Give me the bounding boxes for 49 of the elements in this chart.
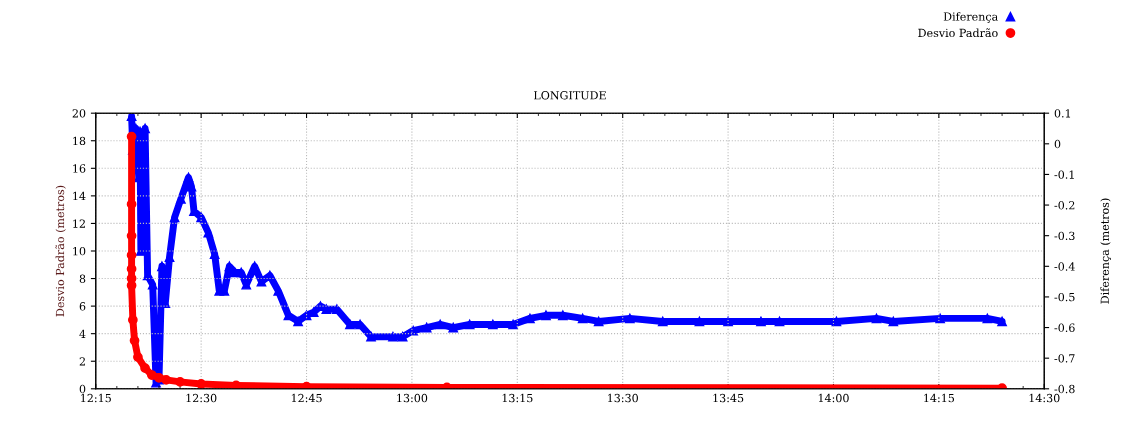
y2-tick-label: -0.1 xyxy=(1054,170,1074,179)
y-tick-label: 16 xyxy=(73,164,86,173)
x-tick-label: 13:30 xyxy=(608,393,638,403)
y-tick-label: 0 xyxy=(79,384,86,394)
x-tick-label: 12:30 xyxy=(186,393,217,403)
point xyxy=(231,380,241,389)
point xyxy=(442,382,452,389)
point xyxy=(126,131,137,142)
y-tick-label: 20 xyxy=(72,109,86,118)
point xyxy=(146,370,157,380)
x-tick-label: 12:45 xyxy=(291,393,322,403)
y-tick-label: 6 xyxy=(79,302,86,311)
x-tick-label: 14:15 xyxy=(924,393,955,403)
point xyxy=(126,199,137,209)
y-tick-label: 18 xyxy=(73,136,86,146)
x-tick-label: 13:45 xyxy=(713,393,744,403)
x-tick-label: 13:00 xyxy=(397,393,428,403)
chart-title: LONGITUDE xyxy=(533,91,606,100)
point xyxy=(126,264,137,274)
y-tick-label: 14 xyxy=(73,191,86,201)
y2-tick-label: -0.6 xyxy=(1054,323,1075,332)
point xyxy=(129,335,140,346)
y-tick-label: 10 xyxy=(73,246,86,256)
point xyxy=(127,315,138,325)
point xyxy=(126,250,137,260)
y2-tick-label: -0.3 xyxy=(1054,231,1075,241)
y2-tick-label: -0.2 xyxy=(1054,201,1075,210)
x-tick-label: 12:15 xyxy=(81,393,111,403)
x-tick-label: 14:00 xyxy=(818,393,849,403)
y2-tick-label: -0.5 xyxy=(1054,292,1075,302)
point xyxy=(140,363,150,373)
y2-tick-label: -0.8 xyxy=(1054,384,1075,394)
y-tick-label: 12 xyxy=(73,219,85,228)
x-tick-label: 14:30 xyxy=(1029,393,1060,403)
point xyxy=(301,381,312,389)
y2-axis-title: Diferença (metros) xyxy=(1100,198,1111,304)
legend-label: Desvio Padrão xyxy=(918,28,998,38)
y2-tick-label: 0.1 xyxy=(1054,109,1071,118)
y-tick-label: 4 xyxy=(79,329,86,338)
y-tick-label: 8 xyxy=(79,274,86,283)
y2-tick-label: -0.7 xyxy=(1054,354,1075,363)
point xyxy=(175,377,185,387)
y-tick-label: 2 xyxy=(79,357,85,366)
y-axis-title: Desvio Padrão (metros) xyxy=(55,185,66,317)
y2-tick-label: 0 xyxy=(1054,139,1061,149)
point xyxy=(133,352,143,362)
y2-tick-label: -0.4 xyxy=(1054,262,1075,271)
x-tick-label: 13:15 xyxy=(502,393,533,403)
legend-label: Diferença xyxy=(943,12,998,23)
